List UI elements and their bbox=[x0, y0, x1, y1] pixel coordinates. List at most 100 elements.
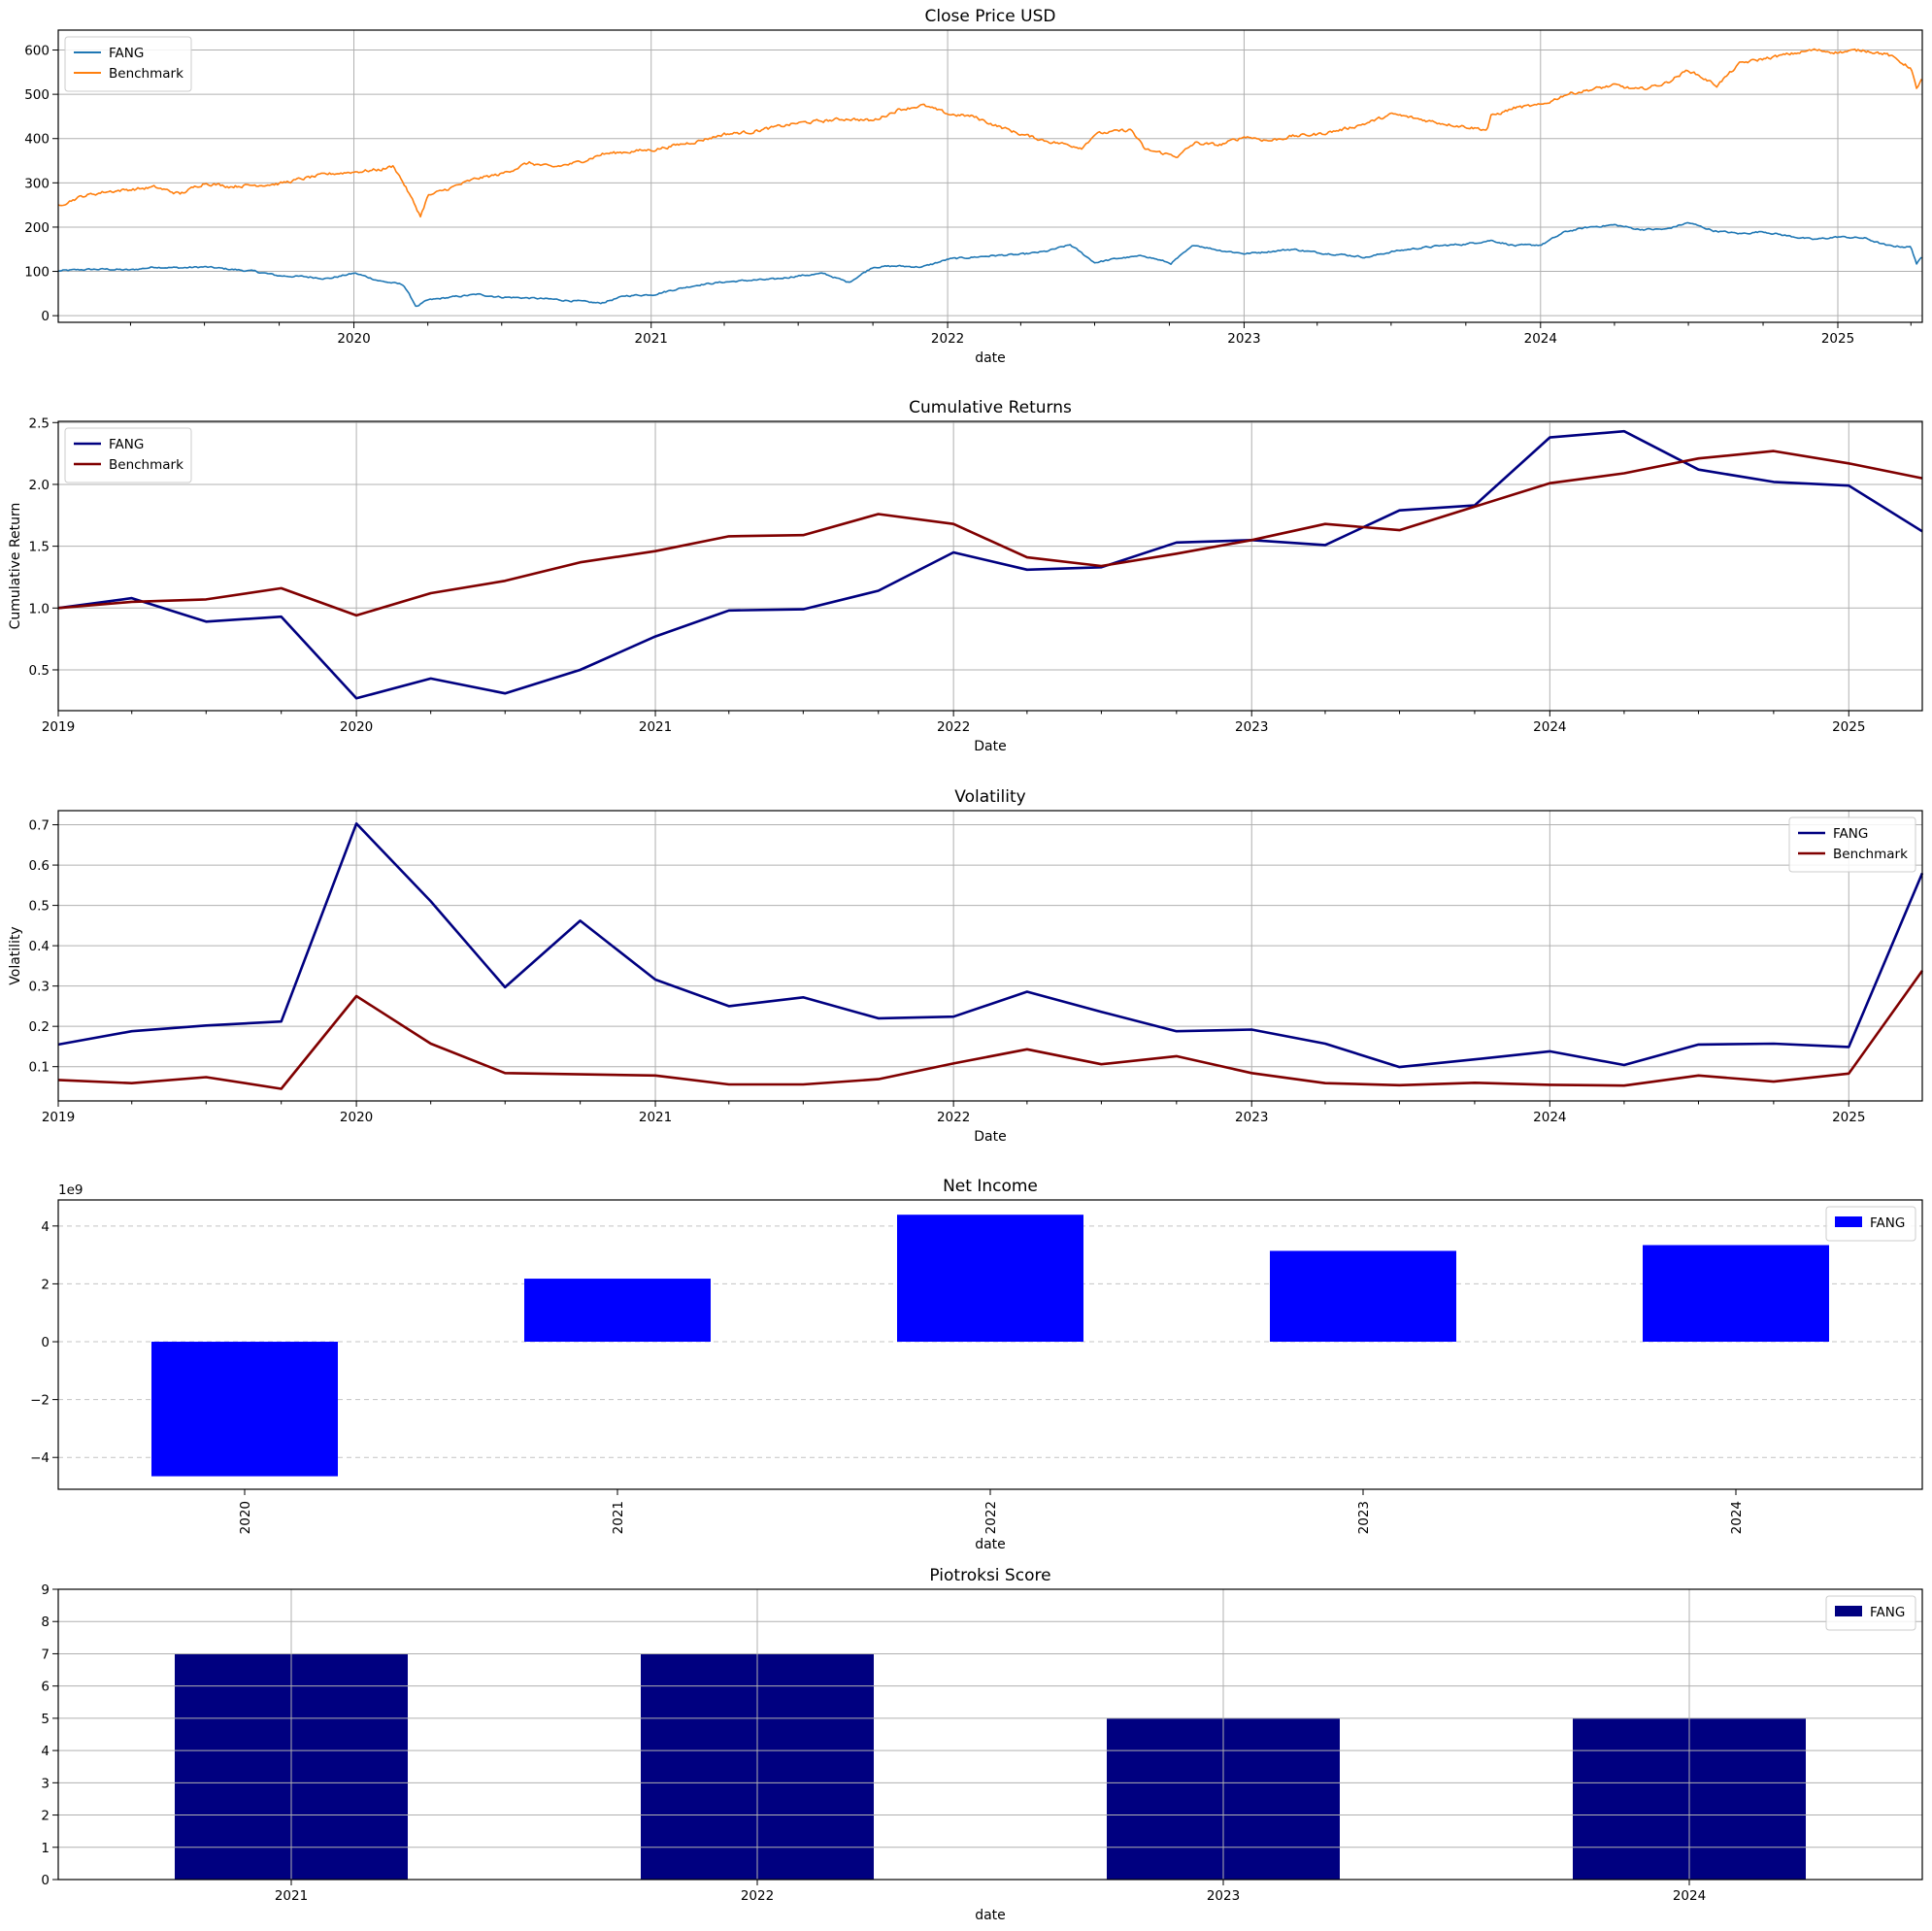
legend-label: Benchmark bbox=[1833, 847, 1908, 862]
legend: FANG bbox=[1825, 1595, 1916, 1631]
y-tick-label: 6 bbox=[41, 1680, 50, 1695]
x-tick-label: 2024 bbox=[1524, 331, 1557, 347]
series-line-fang bbox=[57, 221, 1922, 308]
chart-piotroski-score: Piotroksi Score 2021 2022 2023 2024 0 1 2 3 4 5 6 7 8… bbox=[41, 1566, 1923, 1923]
x-axis-label: Date bbox=[974, 1129, 1006, 1145]
x-tick-label: 2023 bbox=[1235, 719, 1268, 735]
legend-label: FANG bbox=[1870, 1605, 1905, 1620]
x-tick-label: 2023 bbox=[1235, 1110, 1268, 1125]
plot-frame bbox=[57, 1588, 1923, 1881]
legend: FANG Benchmark bbox=[64, 427, 192, 483]
y-tick-label: 0 bbox=[41, 1335, 50, 1350]
y-tick-label: 1.0 bbox=[29, 601, 50, 616]
legend-label: Benchmark bbox=[109, 66, 183, 82]
bar-2023 bbox=[1270, 1250, 1456, 1343]
x-tick-label: 2022 bbox=[983, 1501, 999, 1534]
y-tick-label: −4 bbox=[30, 1450, 50, 1466]
plot-frame bbox=[57, 810, 1923, 1102]
y-tick-label: 2.5 bbox=[29, 416, 50, 431]
y-tick-label: 500 bbox=[24, 87, 50, 103]
chart-title: Volatility bbox=[954, 787, 1025, 807]
y-tick-label: 0.1 bbox=[29, 1060, 50, 1076]
x-tick-label: 2025 bbox=[1832, 1110, 1865, 1125]
x-tick-label: 2023 bbox=[1227, 331, 1260, 347]
x-axis-label: date bbox=[975, 350, 1006, 366]
y-tick-label: 1.5 bbox=[29, 540, 50, 555]
legend-label: FANG bbox=[109, 46, 144, 61]
y-tick-label: 0.3 bbox=[29, 980, 50, 995]
legend: FANG Benchmark bbox=[64, 36, 192, 92]
legend-box bbox=[1825, 1206, 1916, 1242]
y-tick-label: 0.5 bbox=[29, 899, 50, 915]
y-tick-label: 100 bbox=[24, 265, 50, 281]
x-tick-label: 2022 bbox=[937, 1110, 970, 1125]
chart-cumulative-returns: Cumulative Returns 0.5 1.0 1.5 2.0 2.5 2019 202… bbox=[8, 398, 1923, 754]
legend-box bbox=[1788, 816, 1916, 873]
chart-title: Piotroksi Score bbox=[929, 1566, 1050, 1585]
y-tick-label: 300 bbox=[24, 176, 50, 191]
legend-box bbox=[64, 427, 192, 483]
y-tick-label: 200 bbox=[24, 220, 50, 236]
chart-net-income: Net Income −4 −2 0 2 4 2020 2021 2022 2023 2024 1e9… bbox=[30, 1177, 1923, 1552]
x-tick-label: 2025 bbox=[1832, 719, 1865, 735]
legend-label: Benchmark bbox=[109, 457, 183, 473]
y-tick-label: 1 bbox=[41, 1841, 50, 1856]
x-tick-label: 2021 bbox=[635, 331, 668, 347]
y-tick-label: 0 bbox=[41, 309, 50, 324]
y-tick-label: 2 bbox=[41, 1809, 50, 1824]
x-tick-label: 2021 bbox=[275, 1888, 308, 1904]
legend-label: FANG bbox=[1870, 1215, 1905, 1231]
x-axis-label: date bbox=[975, 1908, 1006, 1923]
series-line-fang bbox=[57, 822, 1924, 1069]
x-tick-label: 2019 bbox=[42, 1110, 75, 1125]
x-axis-label: date bbox=[975, 1537, 1006, 1552]
bar-2020 bbox=[151, 1342, 338, 1477]
x-tick-label: 2020 bbox=[340, 719, 373, 735]
x-tick-label: 2024 bbox=[1673, 1888, 1706, 1904]
y-axis-label: Volatility bbox=[8, 926, 23, 984]
chart-title: Close Price USD bbox=[925, 7, 1056, 26]
y-tick-label: −2 bbox=[30, 1393, 50, 1409]
y-tick-label: 4 bbox=[41, 1744, 50, 1759]
y-tick-label: 2.0 bbox=[29, 478, 50, 493]
y-tick-label: 400 bbox=[24, 132, 50, 148]
plot-frame bbox=[57, 420, 1923, 712]
legend-swatch bbox=[1835, 1216, 1862, 1227]
y-tick-label: 2 bbox=[41, 1277, 50, 1292]
chart-title: Net Income bbox=[943, 1177, 1038, 1196]
y-tick-label: 9 bbox=[41, 1582, 50, 1598]
series-line-benchmark bbox=[57, 449, 1923, 617]
x-tick-label: 2021 bbox=[611, 1501, 626, 1534]
y-tick-label: 5 bbox=[41, 1712, 50, 1727]
legend-swatch bbox=[1835, 1606, 1862, 1616]
x-tick-label: 2020 bbox=[238, 1501, 253, 1534]
legend: FANG bbox=[1825, 1206, 1916, 1242]
y-tick-label: 3 bbox=[41, 1776, 50, 1791]
x-tick-label: 2025 bbox=[1821, 331, 1854, 347]
plot-frame bbox=[57, 1199, 1923, 1490]
legend-box bbox=[64, 36, 192, 92]
legend-label: FANG bbox=[109, 437, 144, 452]
y-tick-label: 0.2 bbox=[29, 1019, 50, 1035]
x-tick-label: 2022 bbox=[931, 331, 964, 347]
y-tick-label: 8 bbox=[41, 1615, 50, 1630]
x-tick-label: 2024 bbox=[1533, 719, 1566, 735]
legend-label: FANG bbox=[1833, 826, 1868, 842]
bar-2022 bbox=[897, 1215, 1083, 1343]
x-tick-label: 2020 bbox=[337, 331, 370, 347]
y-tick-label: 0.5 bbox=[29, 663, 50, 679]
y-tick-label: 7 bbox=[41, 1647, 50, 1662]
legend-box bbox=[1825, 1595, 1916, 1631]
x-tick-label: 2021 bbox=[639, 1110, 672, 1125]
y-axis-label: Cumulative Return bbox=[8, 503, 23, 630]
y-tick-label: 600 bbox=[24, 44, 50, 59]
legend: FANG Benchmark bbox=[1788, 816, 1916, 873]
y-tick-label: 0.6 bbox=[29, 858, 50, 874]
x-axis-label: Date bbox=[974, 739, 1006, 754]
plot-frame bbox=[57, 29, 1923, 323]
bar-2024 bbox=[1643, 1245, 1829, 1343]
x-tick-label: 2023 bbox=[1356, 1501, 1372, 1534]
chart-volatility: Volatility 0.1 0.2 0.3 0.4 0.5 0.6 0.7 2019 2020 2… bbox=[8, 787, 1924, 1145]
y-tick-label: 0.4 bbox=[29, 939, 50, 954]
